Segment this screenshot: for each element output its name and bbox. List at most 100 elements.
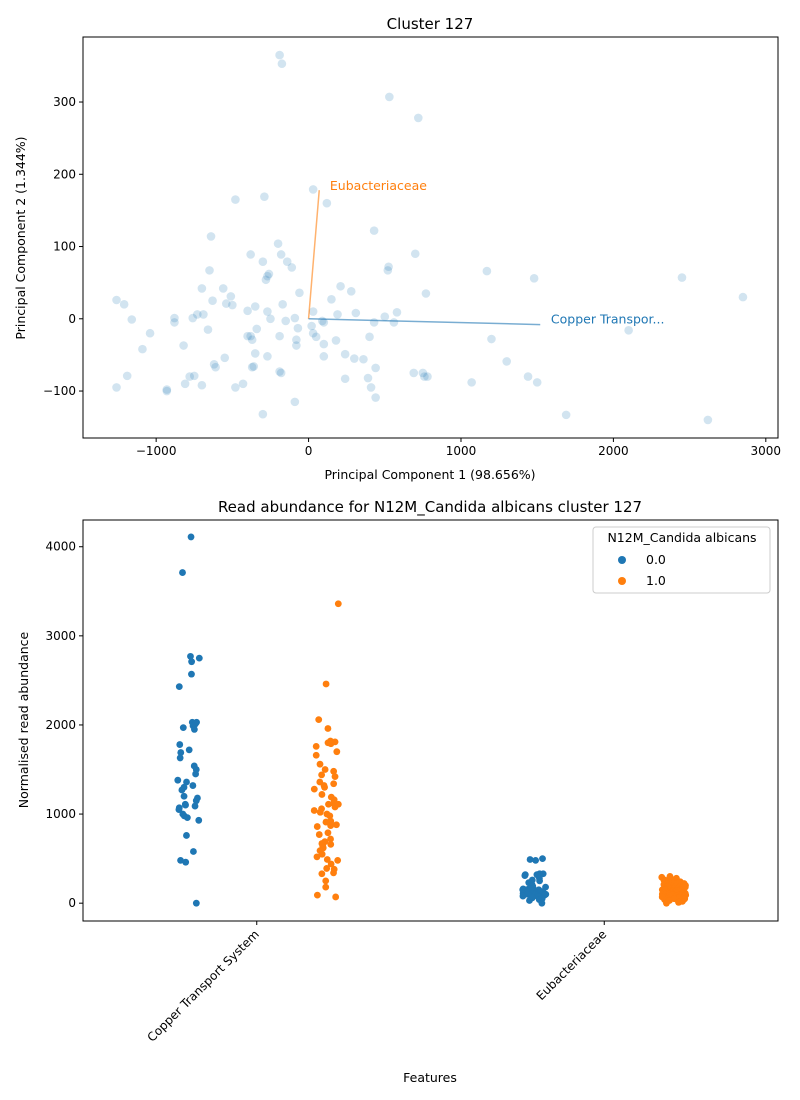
pca-point [263, 307, 272, 316]
strip-point [536, 877, 544, 885]
pca-x-tick-label: 3000 [751, 444, 782, 458]
pca-point [263, 271, 272, 281]
pca-x-tick-label: 2000 [598, 444, 629, 458]
pca-point [410, 249, 420, 259]
pca-point [264, 269, 274, 279]
strip-point [323, 856, 331, 863]
pca-loadings: Eubacteriaceae Copper Transpor... [307, 178, 664, 327]
pca-point [290, 313, 300, 323]
pca-point [188, 313, 198, 323]
strip-y-tick-label: 3000 [45, 629, 76, 643]
strip-point [538, 899, 546, 907]
pca-point [409, 368, 419, 378]
strip-point [183, 832, 190, 839]
pca-point [392, 307, 402, 317]
pca-point [220, 353, 230, 363]
pca-point [349, 354, 359, 363]
strip-point [327, 860, 335, 868]
strip-point [180, 792, 188, 800]
pca-point [292, 341, 301, 350]
pca-point [287, 263, 297, 272]
pca-point [258, 409, 268, 419]
strip-point [333, 748, 341, 756]
strip-point [333, 821, 340, 829]
strip-point [330, 869, 337, 877]
legend-label-1: 1.0 [646, 573, 666, 588]
pca-title: Cluster 127 [387, 15, 474, 33]
strip-point [316, 760, 324, 768]
pca-point [180, 379, 190, 389]
pca-point [261, 275, 271, 285]
pca-point [561, 410, 571, 420]
pca-point [322, 198, 332, 208]
pca-point [327, 294, 336, 304]
pca-point [197, 380, 207, 390]
strip-point [312, 751, 320, 759]
strip-point [318, 791, 326, 798]
strip-point [323, 865, 331, 872]
pca-point [311, 332, 321, 342]
strip-point [176, 754, 184, 762]
strip-point [179, 724, 187, 732]
pca-point [319, 318, 329, 327]
pca-point [414, 113, 423, 123]
strip-point [327, 840, 335, 848]
pca-point [231, 383, 240, 392]
pca-y-tick-label: −100 [43, 384, 76, 398]
strip-point [179, 569, 186, 576]
pca-point [275, 50, 284, 60]
strip-point [321, 783, 328, 791]
pca-point [369, 318, 379, 327]
strip-point [318, 870, 326, 878]
strip-point [174, 776, 182, 784]
pca-point [420, 372, 429, 381]
legend-marker-0 [618, 556, 626, 564]
strip-point [183, 778, 190, 786]
pca-point [250, 349, 260, 358]
strip-point [188, 670, 195, 678]
strip-point [313, 891, 321, 899]
pca-point [351, 308, 361, 318]
pca-point [340, 374, 350, 384]
strip-point [332, 893, 340, 901]
pca-point [228, 300, 237, 310]
pca-point [112, 383, 121, 392]
strip-point [334, 600, 342, 608]
pca-point [333, 310, 342, 319]
pca-point [336, 281, 345, 291]
strip-point [539, 855, 546, 863]
strip-point [190, 848, 197, 855]
loading-label-0: Eubacteriaceae [330, 178, 427, 193]
pca-x-axis-ticks: −1000 0 1000 2000 3000 [136, 438, 781, 458]
legend-label-0: 0.0 [646, 552, 666, 567]
pca-point [293, 323, 303, 333]
strip-y-tick-label: 0 [68, 896, 76, 910]
pca-point [418, 368, 428, 378]
strip-point [315, 831, 323, 838]
strip-point [182, 858, 190, 866]
strip-point [192, 899, 200, 907]
pca-point [209, 360, 219, 369]
pca-point [467, 378, 476, 387]
strip-point [185, 746, 193, 754]
strip-point [521, 872, 529, 879]
pca-point [246, 331, 255, 341]
pca-point [185, 372, 194, 381]
pca-point [250, 302, 260, 311]
pca-point [278, 300, 287, 309]
strip-point [187, 533, 195, 541]
pca-point [243, 331, 252, 341]
pca-point [624, 326, 633, 335]
pca-point [138, 344, 147, 354]
pca-point [276, 368, 286, 378]
pca-point [145, 328, 155, 338]
loading-arrow-1 [308, 318, 541, 326]
strip-point [313, 823, 321, 830]
strip-point [182, 801, 189, 809]
pca-point [523, 372, 533, 381]
pca-point [170, 313, 179, 323]
pca-point [243, 306, 252, 316]
pca-point [249, 362, 259, 371]
pca-point [276, 250, 286, 259]
